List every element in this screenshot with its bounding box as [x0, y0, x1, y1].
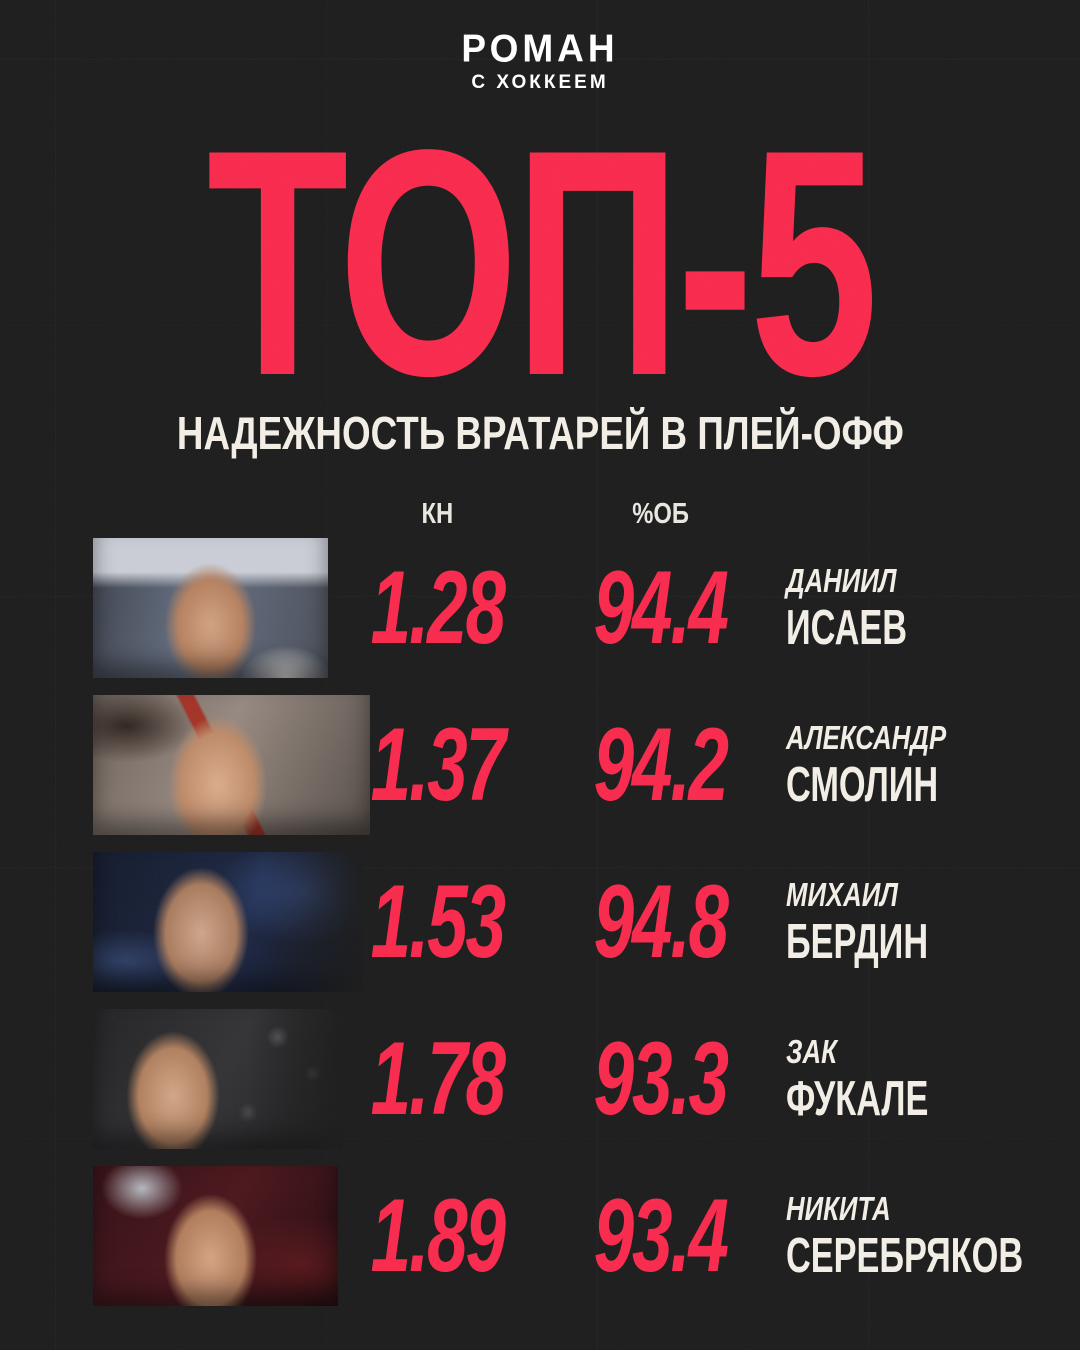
player-first-name: МИХАИЛ	[786, 875, 898, 913]
player-row: 1.28 94.4 ДАНИИЛ ИСАЕВ	[0, 538, 1080, 678]
stat-sv-pct: 94.2	[593, 706, 729, 823]
player-first-name: ДАНИИЛ	[786, 561, 897, 599]
column-header-kn: КН	[421, 497, 454, 530]
player-first-name: ЗАК	[786, 1032, 837, 1070]
stat-sv-pct: 94.8	[593, 863, 729, 980]
brand-line1: РОМАН	[461, 26, 619, 71]
player-last-name: ФУКАЛЕ	[786, 1071, 929, 1126]
player-last-name: СЕРЕБРЯКОВ	[786, 1228, 1024, 1283]
player-row: 1.78 93.3 ЗАК ФУКАЛЕ	[0, 1009, 1080, 1149]
player-photo	[93, 538, 328, 678]
player-name: ДАНИИЛ ИСАЕВ	[786, 538, 959, 678]
column-header-sv-pct: %ОБ	[632, 497, 689, 530]
player-name: АЛЕКСАНДР СМОЛИН	[786, 695, 1003, 835]
player-photo	[93, 1009, 343, 1149]
stat-kn: 1.89	[370, 1177, 506, 1294]
stat-kn: 1.37	[370, 706, 506, 823]
stat-kn: 1.78	[370, 1020, 506, 1137]
player-photo	[93, 1166, 338, 1306]
player-row: 1.37 94.2 АЛЕКСАНДР СМОЛИН	[0, 695, 1080, 835]
stat-kn: 1.53	[370, 863, 506, 980]
brand-logo: РОМАН С ХОККЕЕМ	[0, 26, 1080, 92]
stat-kn: 1.28	[370, 549, 506, 666]
player-row: 1.53 94.8 МИХАИЛ БЕРДИН	[0, 852, 1080, 992]
player-last-name: СМОЛИН	[786, 757, 939, 812]
player-first-name: АЛЕКСАНДР	[786, 718, 947, 756]
player-name: НИКИТА СЕРЕБРЯКОВ	[786, 1166, 1080, 1306]
stat-sv-pct: 93.4	[593, 1177, 729, 1294]
player-first-name: НИКИТА	[786, 1189, 891, 1227]
stat-sv-pct: 94.4	[593, 549, 729, 666]
player-last-name: ИСАЕВ	[786, 600, 907, 655]
player-name: МИХАИЛ БЕРДИН	[786, 852, 989, 992]
player-last-name: БЕРДИН	[786, 914, 929, 969]
player-row: 1.89 93.4 НИКИТА СЕРЕБРЯКОВ	[0, 1166, 1080, 1306]
column-headers: КН %ОБ	[0, 497, 1080, 531]
player-name: ЗАК ФУКАЛЕ	[786, 1009, 989, 1149]
players-list: 1.28 94.4 ДАНИИЛ ИСАЕВ 1.37 94.2 АЛЕКСАН…	[0, 538, 1080, 1323]
stat-sv-pct: 93.3	[593, 1020, 729, 1137]
page-subtitle: НАДЕЖНОСТЬ ВРАТАРЕЙ В ПЛЕЙ-ОФФ	[176, 407, 904, 459]
page-title: ТОП-5	[206, 84, 878, 444]
